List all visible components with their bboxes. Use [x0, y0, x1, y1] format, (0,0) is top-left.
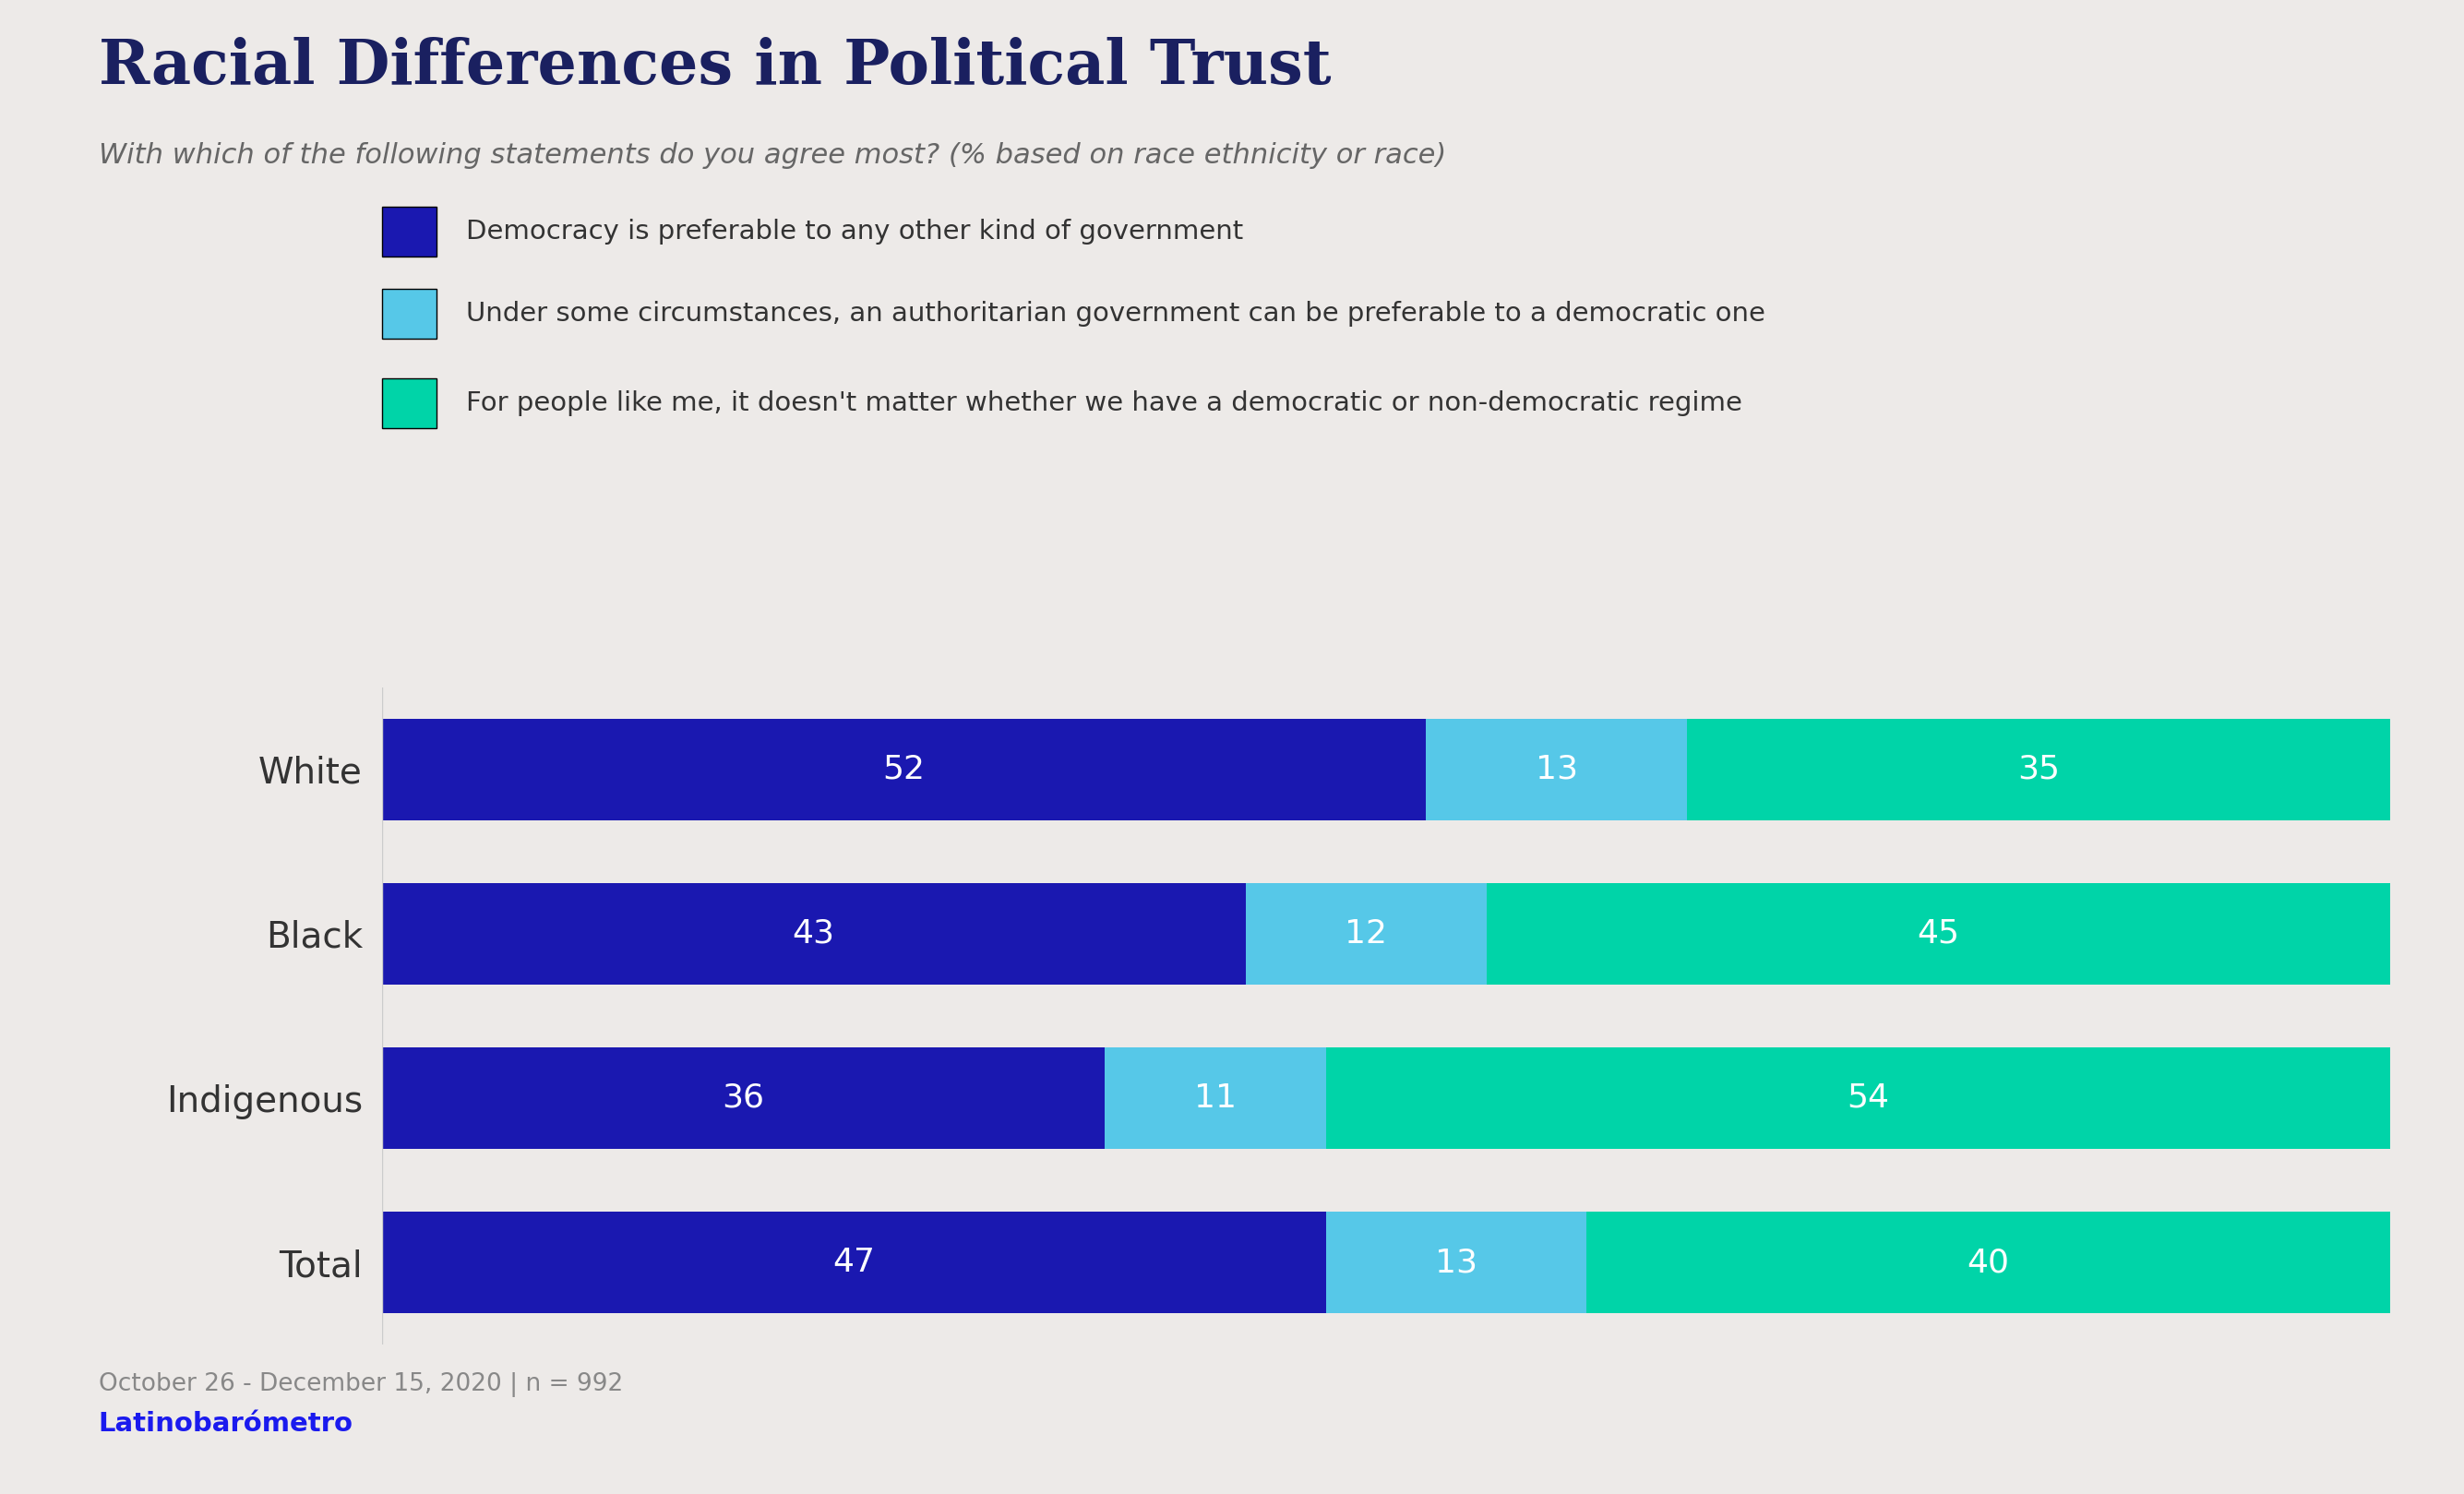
Text: With which of the following statements do you agree most? (% based on race ethni: With which of the following statements d…: [99, 142, 1446, 169]
Text: 52: 52: [882, 753, 926, 786]
Text: 45: 45: [1917, 917, 1959, 950]
Bar: [1688, 719, 2390, 820]
Text: 13: 13: [1434, 1246, 1478, 1279]
Text: Under some circumstances, an authoritarian government can be preferable to a dem: Under some circumstances, an authoritari…: [466, 300, 1764, 327]
Text: Racial Differences in Political Trust: Racial Differences in Political Trust: [99, 37, 1331, 97]
Bar: [382, 1212, 1326, 1313]
Text: 54: 54: [1846, 1082, 1890, 1115]
Text: 40: 40: [1966, 1246, 2011, 1279]
Bar: [1427, 719, 1688, 820]
Text: Latinobarómetro: Latinobarómetro: [99, 1412, 352, 1437]
Bar: [1326, 1047, 2410, 1149]
Bar: [1244, 883, 1486, 985]
Bar: [1326, 1212, 1587, 1313]
Bar: [382, 1047, 1104, 1149]
Text: 11: 11: [1195, 1082, 1237, 1115]
Text: Democracy is preferable to any other kind of government: Democracy is preferable to any other kin…: [466, 218, 1242, 245]
Text: 47: 47: [833, 1246, 875, 1279]
Bar: [382, 719, 1427, 820]
Bar: [1587, 1212, 2390, 1313]
Text: 43: 43: [793, 917, 835, 950]
Text: October 26 - December 15, 2020 | n = 992: October 26 - December 15, 2020 | n = 992: [99, 1371, 623, 1397]
Bar: [382, 883, 1244, 985]
Text: For people like me, it doesn't matter whether we have a democratic or non-democr: For people like me, it doesn't matter wh…: [466, 390, 1742, 417]
Text: 35: 35: [2018, 753, 2060, 786]
Text: 12: 12: [1345, 917, 1387, 950]
Text: 13: 13: [1535, 753, 1577, 786]
Bar: [1104, 1047, 1326, 1149]
Bar: [1486, 883, 2390, 985]
Text: 36: 36: [722, 1082, 764, 1115]
